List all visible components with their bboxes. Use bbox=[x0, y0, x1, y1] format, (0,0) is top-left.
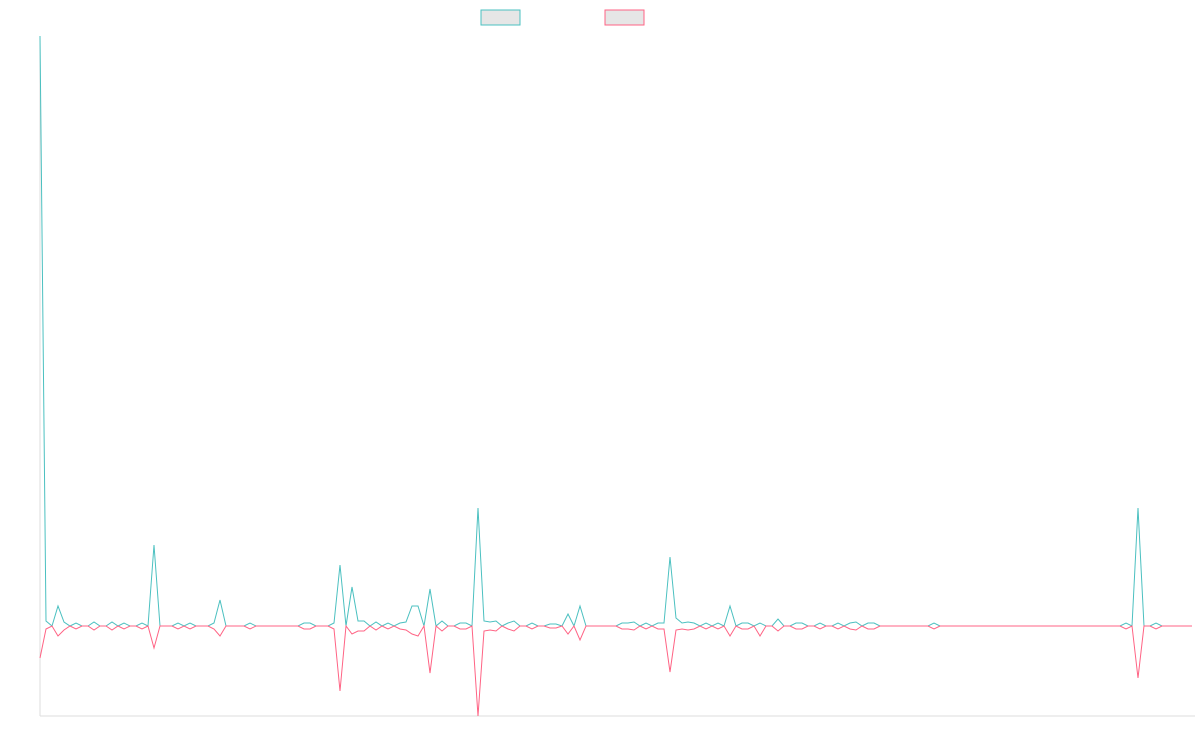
legend-swatch bbox=[480, 9, 521, 26]
series-line bbox=[39, 35, 1192, 628]
series-line bbox=[39, 624, 1192, 717]
legend-swatch bbox=[604, 9, 645, 26]
